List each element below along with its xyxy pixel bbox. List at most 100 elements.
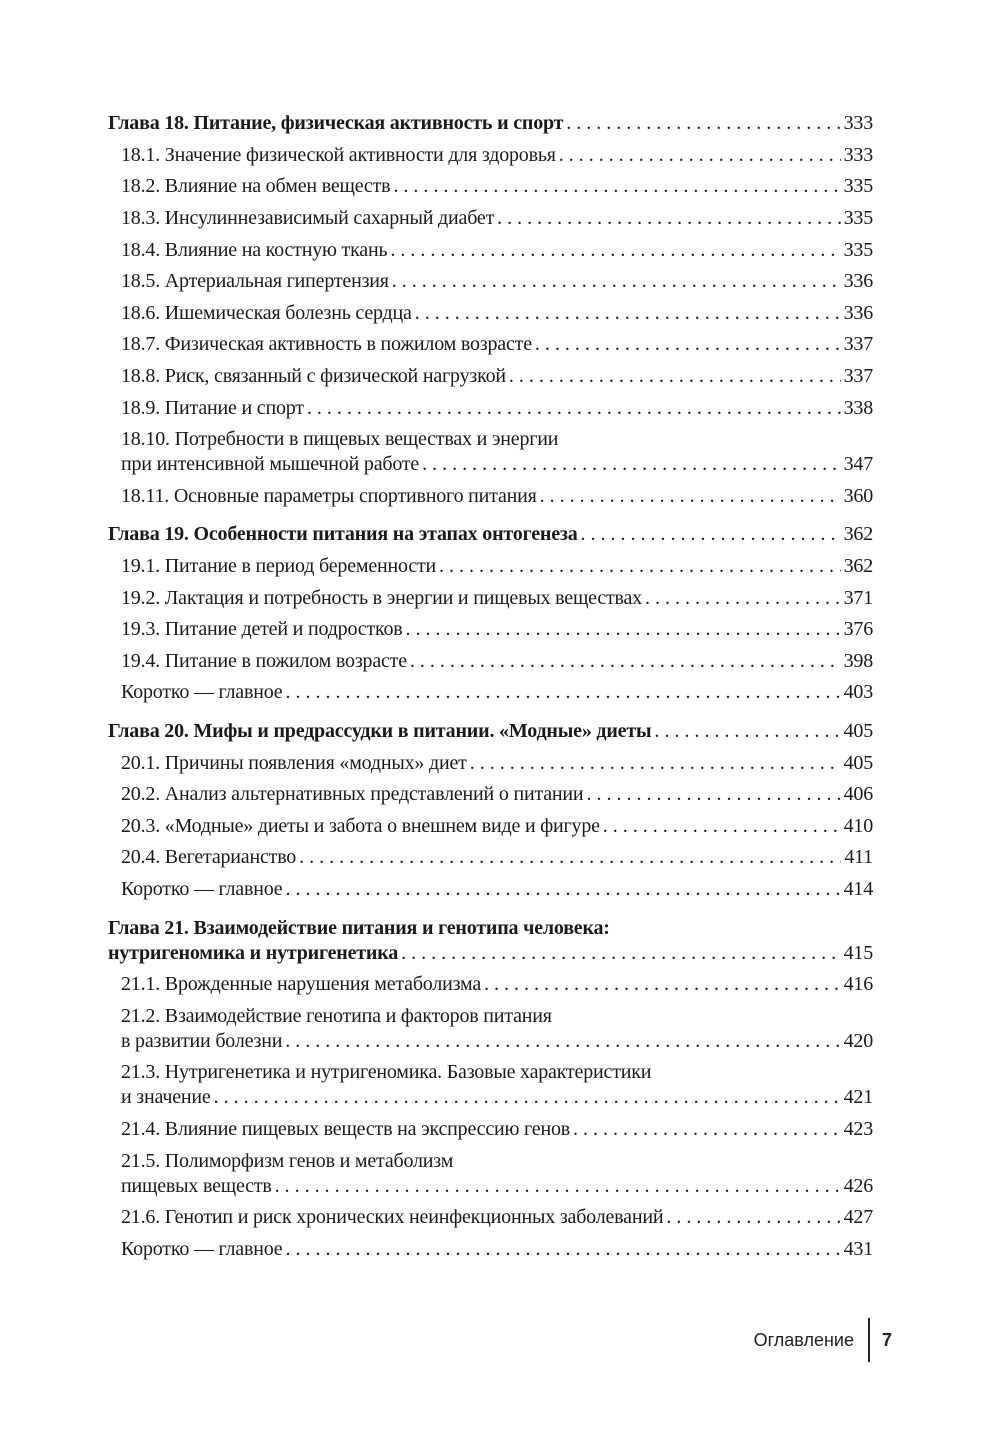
entry-page-number: 337 [843, 333, 874, 356]
entry-page-number: 335 [843, 238, 874, 261]
toc-section-entry[interactable]: 18.11. Основные параметры спортивного пи… [108, 481, 873, 513]
entry-title: Коротко — главное [121, 877, 283, 900]
entry-line: и значение 421 [121, 1085, 873, 1110]
dot-leader [275, 1174, 841, 1199]
entry-line: Глава 21. Взаимодействие питания и генот… [108, 916, 873, 941]
entry-title: 18.6. Ишемическая болезнь сердца [121, 301, 412, 324]
toc-section-entry[interactable]: 21.4. Влияние пищевых веществ на экспрес… [108, 1114, 873, 1146]
entry-title: 21.2. Взаимодействие генотипа и факторов… [121, 1004, 552, 1027]
entry-title: 19.4. Питание в пожилом возрасте [121, 649, 407, 672]
entry-page-number: 337 [843, 365, 874, 388]
entry-line: 20.3. «Модные» диеты и забота о внешнем … [121, 814, 873, 839]
dot-leader [410, 649, 841, 674]
toc-section-entry[interactable]: 18.7. Физическая активность в пожилом во… [108, 329, 873, 361]
entry-line: 21.5. Полиморфизм генов и метаболизм [121, 1149, 873, 1174]
toc-section-entry[interactable]: 19.3. Питание детей и подростков 376 [108, 614, 873, 646]
entry-page-number: 420 [843, 1029, 874, 1052]
entry-line: 20.4. Вегетарианство 411 [121, 845, 873, 870]
toc-chapter-entry[interactable]: Глава 19. Особенности питания на этапах … [108, 519, 873, 551]
entry-title: 18.8. Риск, связанный с физической нагру… [121, 365, 506, 388]
dot-leader [285, 877, 840, 902]
entry-line: 20.2. Анализ альтернативных представлени… [121, 782, 873, 807]
toc-section-entry[interactable]: 18.10. Потребности в пищевых веществах и… [108, 424, 873, 481]
entry-page-number: 415 [843, 941, 874, 964]
entry-title: 19.3. Питание детей и подростков [121, 618, 403, 641]
entry-title: Глава 20. Мифы и предрассудки в питании.… [108, 719, 652, 742]
toc-section-entry[interactable]: 18.4. Влияние на костную ткань 335 [108, 234, 873, 266]
entry-line: нутригеномика и нутригенетика 415 [108, 941, 873, 966]
dot-leader [573, 1117, 841, 1142]
entry-title: Глава 21. Взаимодействие питания и генот… [108, 916, 610, 939]
entry-line: 18.7. Физическая активность в пожилом во… [121, 332, 873, 357]
entry-line: 21.4. Влияние пищевых веществ на экспрес… [121, 1117, 873, 1142]
entry-page-number: 398 [843, 649, 874, 672]
entry-title: 21.3. Нутригенетика и нутригеномика. Баз… [121, 1061, 652, 1084]
dot-leader [666, 1205, 840, 1230]
entry-title: 18.4. Влияние на костную ткань [121, 238, 388, 261]
toc-section-entry[interactable]: 20.2. Анализ альтернативных представлени… [108, 779, 873, 811]
entry-page-number: 423 [843, 1117, 874, 1140]
toc-section-entry[interactable]: 19.1. Питание в период беременности 362 [108, 551, 873, 583]
page-footer: Оглавление 7 [754, 1318, 892, 1362]
toc-chapter-entry[interactable]: Глава 18. Питание, физическая активность… [108, 108, 873, 140]
entry-page-number: 336 [843, 301, 874, 324]
toc-section-entry[interactable]: 19.2. Лактация и потребность в энергии и… [108, 582, 873, 614]
entry-title: нутригеномика и нутригенетика [108, 941, 399, 964]
entry-page-number: 376 [843, 618, 874, 641]
entry-title: 18.5. Артериальная гипертензия [121, 270, 389, 293]
table-of-contents: Глава 18. Питание, физическая активность… [108, 108, 873, 1265]
dot-leader [645, 586, 841, 611]
entry-title: при интенсивной мышечной работе [121, 453, 420, 476]
toc-section-entry[interactable]: 21.6. Генотип и риск хронических неинфек… [108, 1202, 873, 1234]
toc-section-entry[interactable]: 18.8. Риск, связанный с физической нагру… [108, 361, 873, 393]
entry-page-number: 336 [843, 270, 874, 293]
entry-line: Коротко — главное 414 [121, 877, 873, 902]
entry-line: 21.3. Нутригенетика и нутригеномика. Баз… [121, 1060, 873, 1085]
entry-line: 18.5. Артериальная гипертензия 336 [121, 269, 873, 294]
entry-title: 19.2. Лактация и потребность в энергии и… [121, 586, 643, 609]
entry-page-number: 362 [843, 523, 874, 546]
toc-section-entry[interactable]: Коротко — главное 431 [108, 1233, 873, 1265]
toc-section-entry[interactable]: 21.5. Полиморфизм генов и метаболизм пище… [108, 1145, 873, 1202]
toc-section-entry[interactable]: 21.2. Взаимодействие генотипа и факторов… [108, 1000, 873, 1057]
toc-section-entry[interactable]: 20.3. «Модные» диеты и забота о внешнем … [108, 810, 873, 842]
toc-section-entry[interactable]: 20.4. Вегетарианство 411 [108, 842, 873, 874]
toc-section-entry[interactable]: Коротко — главное 414 [108, 874, 873, 906]
toc-chapter-entry[interactable]: Глава 21. Взаимодействие питания и генот… [108, 912, 873, 969]
toc-section-entry[interactable]: 21.3. Нутригенетика и нутригеномика. Баз… [108, 1057, 873, 1114]
entry-title: Глава 18. Питание, физическая активность… [108, 112, 564, 135]
entry-line: Коротко — главное 403 [121, 680, 873, 705]
toc-section-entry[interactable]: 20.1. Причины появления «модных» диет 405 [108, 747, 873, 779]
dot-leader [586, 782, 840, 807]
dot-leader [406, 617, 841, 642]
toc-section-entry[interactable]: Коротко — главное 403 [108, 677, 873, 709]
entry-title: 20.2. Анализ альтернативных представлени… [121, 783, 584, 806]
toc-section-entry[interactable]: 18.5. Артериальная гипертензия 336 [108, 266, 873, 298]
toc-chapter-entry[interactable]: Глава 20. Мифы и предрассудки в питании.… [108, 716, 873, 748]
entry-line: 18.11. Основные параметры спортивного пи… [121, 484, 873, 509]
toc-section-entry[interactable]: 18.2. Влияние на обмен веществ 335 [108, 171, 873, 203]
toc-section-entry[interactable]: 19.4. Питание в пожилом возрасте 398 [108, 646, 873, 678]
entry-title: Глава 19. Особенности питания на этапах … [108, 523, 578, 546]
entry-title: 21.1. Врожденные нарушения метаболизма [121, 973, 482, 996]
entry-line: 18.9. Питание и спорт 338 [121, 396, 873, 421]
dot-leader [299, 845, 841, 870]
dot-leader [439, 554, 841, 579]
toc-section-entry[interactable]: 18.6. Ишемическая болезнь сердца 336 [108, 298, 873, 330]
toc-section-entry[interactable]: 21.1. Врожденные нарушения метаболизма 41… [108, 969, 873, 1001]
dot-leader [214, 1085, 841, 1110]
dot-leader [654, 719, 840, 744]
toc-section-entry[interactable]: 18.3. Инсулиннезависимый сахарный диабет… [108, 203, 873, 235]
entry-line: 18.3. Инсулиннезависимый сахарный диабет… [121, 206, 873, 231]
entry-line: 21.2. Взаимодействие генотипа и факторов… [121, 1004, 873, 1029]
dot-leader [470, 751, 841, 776]
dot-leader [401, 941, 841, 966]
entry-line: 18.1. Значение физической активности для… [121, 143, 873, 168]
entry-title: Коротко — главное [121, 681, 283, 704]
toc-section-entry[interactable]: 18.9. Питание и спорт 338 [108, 392, 873, 424]
entry-title: 18.1. Значение физической активности для… [121, 143, 556, 166]
toc-section-entry[interactable]: 18.1. Значение физической активности для… [108, 140, 873, 172]
entry-line: пищевых веществ 426 [121, 1174, 873, 1199]
entry-title: 18.10. Потребности в пищевых веществах и… [121, 428, 559, 451]
entry-page-number: 411 [844, 846, 873, 869]
